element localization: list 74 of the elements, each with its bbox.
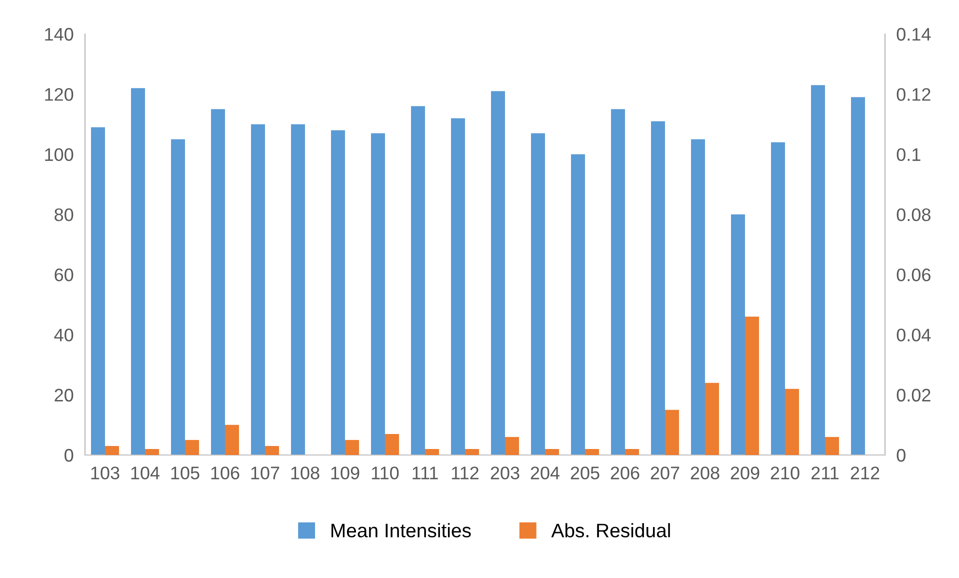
bar bbox=[171, 139, 185, 455]
x-tick-label: 206 bbox=[610, 466, 640, 480]
bar bbox=[651, 121, 665, 455]
bar bbox=[451, 118, 465, 455]
bar bbox=[331, 130, 345, 455]
y-tick-label: 60 bbox=[54, 268, 74, 282]
y2-tick-label: 0 bbox=[896, 448, 906, 462]
bar bbox=[385, 434, 399, 455]
bar bbox=[411, 106, 425, 455]
x-tick-label: 112 bbox=[452, 466, 478, 480]
legend-label: Abs. Residual bbox=[551, 523, 670, 538]
bar bbox=[91, 127, 105, 455]
x-tick-label: 107 bbox=[251, 466, 280, 480]
x-tick-label: 108 bbox=[291, 466, 320, 480]
bar bbox=[491, 91, 505, 455]
bar bbox=[251, 124, 265, 455]
y2-tick-label: 0.06 bbox=[896, 268, 930, 282]
y-tick-label: 100 bbox=[45, 148, 74, 162]
bar bbox=[625, 448, 639, 455]
bar bbox=[211, 109, 225, 455]
bar bbox=[145, 448, 159, 455]
bar bbox=[571, 154, 585, 455]
x-tick-label: 209 bbox=[730, 466, 760, 480]
y-tick-label: 40 bbox=[54, 328, 74, 342]
x-tick-label: 103 bbox=[91, 466, 120, 480]
x-tick-label: 109 bbox=[331, 466, 360, 480]
bar bbox=[265, 446, 279, 455]
bar bbox=[131, 88, 145, 455]
bar bbox=[185, 440, 199, 455]
bar bbox=[691, 139, 705, 455]
y2-tick-label: 0.14 bbox=[896, 28, 931, 41]
y-tick-label: 120 bbox=[45, 88, 74, 101]
legend-label: Mean Intensities bbox=[332, 523, 471, 538]
y-tick-label: 20 bbox=[54, 388, 74, 402]
x-tick-label: 208 bbox=[690, 466, 720, 480]
bar bbox=[611, 109, 625, 455]
y2-tick-label: 0.08 bbox=[896, 208, 930, 222]
bar bbox=[225, 424, 239, 455]
bar bbox=[825, 436, 839, 455]
x-tick-label: 212 bbox=[850, 466, 880, 480]
y2-tick-label: 0.04 bbox=[896, 328, 931, 342]
y2-tick-label: 0.12 bbox=[896, 88, 930, 101]
bar bbox=[585, 448, 599, 455]
x-tick-label: 204 bbox=[530, 466, 560, 480]
bar bbox=[291, 124, 305, 455]
x-tick-label: 205 bbox=[570, 466, 600, 480]
bar bbox=[371, 133, 385, 455]
bar bbox=[851, 97, 865, 455]
x-tick-label: 203 bbox=[490, 466, 520, 480]
y-tick-label: 80 bbox=[54, 208, 74, 222]
bar bbox=[425, 448, 439, 455]
x-tick-label: 106 bbox=[211, 466, 240, 480]
bar bbox=[785, 388, 799, 455]
bar bbox=[705, 382, 719, 455]
bar bbox=[665, 410, 679, 455]
x-tick-label: 105 bbox=[171, 466, 200, 480]
bar bbox=[771, 142, 785, 455]
y-tick-label: 0 bbox=[64, 448, 74, 462]
y-tick-label: 140 bbox=[45, 28, 74, 41]
bar bbox=[545, 448, 559, 455]
x-tick-label: 207 bbox=[650, 466, 680, 480]
x-tick-label: 111 bbox=[412, 466, 438, 480]
y2-tick-label: 0.02 bbox=[896, 388, 930, 402]
x-tick-label: 211 bbox=[812, 466, 839, 480]
bar bbox=[505, 436, 519, 455]
bar bbox=[345, 440, 359, 455]
bar bbox=[811, 85, 825, 455]
y2-tick-label: 0.1 bbox=[896, 148, 920, 162]
bar bbox=[105, 446, 119, 455]
bar bbox=[465, 448, 479, 455]
x-tick-label: 210 bbox=[770, 466, 800, 480]
bar bbox=[531, 133, 545, 455]
x-tick-label: 110 bbox=[372, 466, 399, 480]
x-tick-label: 104 bbox=[131, 466, 160, 480]
